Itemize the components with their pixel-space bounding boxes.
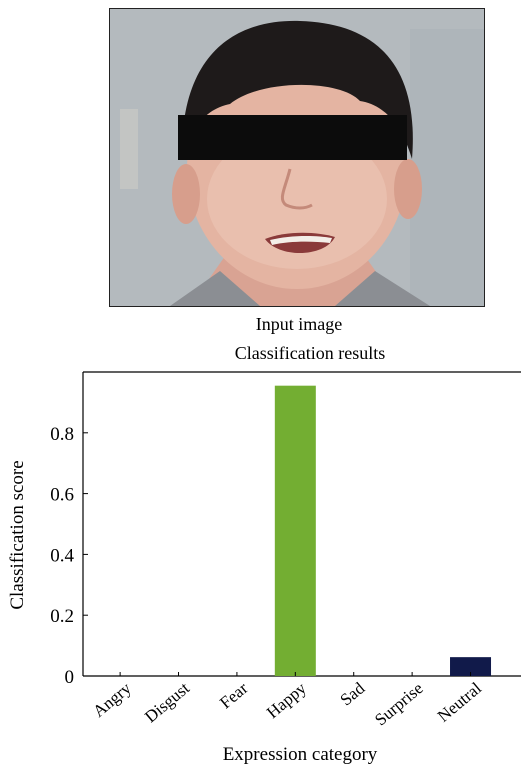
x-tick-label: Neutral bbox=[434, 678, 485, 725]
y-tick-label: 0.6 bbox=[50, 485, 74, 506]
y-tick-label: 0.8 bbox=[50, 424, 74, 445]
y-tick-label: 0 bbox=[65, 667, 75, 688]
x-tick-label: Disgust bbox=[141, 678, 193, 726]
y-axis-label: Classification score bbox=[7, 460, 28, 609]
x-tick-label: Fear bbox=[216, 678, 252, 712]
input-face-photo bbox=[109, 8, 485, 307]
classification-bar-chart: 0 0.2 0.4 0.6 0.8 Angry Disgust Fear Happy Sad Su… bbox=[0, 360, 521, 767]
y-axis-ticks: 0 0.2 0.4 0.6 0.8 bbox=[50, 424, 88, 688]
x-axis-label: Expression category bbox=[223, 744, 378, 765]
x-tick-label: Happy bbox=[263, 678, 310, 722]
x-tick-label: Angry bbox=[89, 678, 135, 721]
x-tick-label: Sad bbox=[337, 678, 369, 709]
y-tick-label: 0.4 bbox=[50, 545, 74, 566]
chart-bars bbox=[275, 386, 491, 676]
x-axis-ticks: Angry Disgust Fear Happy Sad Surprise Neutral bbox=[89, 672, 485, 729]
x-tick-label: Surprise bbox=[371, 679, 427, 730]
input-image-caption: Input image bbox=[49, 314, 521, 335]
bar-happy bbox=[275, 386, 316, 676]
y-tick-label: 0.2 bbox=[50, 606, 74, 627]
